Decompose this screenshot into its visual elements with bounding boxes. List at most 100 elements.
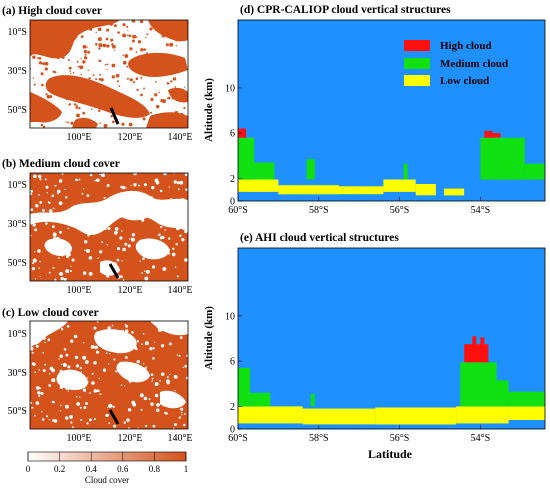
cloud-speck <box>60 363 63 366</box>
cloud-speck <box>116 258 120 262</box>
cloud-speck <box>173 20 176 24</box>
xtick-label: 140°E <box>167 132 192 143</box>
cloud-speck <box>143 216 147 219</box>
cloud-speck <box>175 45 178 47</box>
cloud-speck <box>128 379 132 383</box>
cloud-speck <box>70 224 74 228</box>
cloud-speck <box>148 68 151 70</box>
cloud-speck <box>57 89 61 93</box>
cloud-speck <box>85 360 89 364</box>
cloud-speck <box>63 277 67 281</box>
cloud-speck <box>151 72 156 76</box>
y-axis-label: Altitude (km) <box>203 306 215 370</box>
cloud-speck <box>56 189 61 194</box>
legend-label-high-cloud: High cloud <box>440 40 492 52</box>
cloud-speck <box>128 107 133 112</box>
medium-cloud-segment <box>238 137 255 180</box>
cloud-speck <box>107 363 110 365</box>
cloud-speck <box>165 30 169 33</box>
cloud-speck <box>127 408 132 412</box>
cloud-speck <box>156 326 160 329</box>
low-cloud-segment <box>444 188 465 196</box>
cloud-speck <box>99 250 103 254</box>
xtick-label: 100°E <box>66 433 91 444</box>
cloud-speck <box>49 110 53 115</box>
cloud-speck <box>52 54 54 57</box>
cloud-speck <box>99 214 103 218</box>
legend-swatch-high-cloud <box>404 40 430 51</box>
cloud-speck <box>80 35 84 38</box>
cloud-speck <box>96 178 100 183</box>
cloud-speck <box>76 60 79 63</box>
cloud-speck <box>38 369 40 371</box>
cloud-speck <box>83 49 88 54</box>
cloud-speck <box>130 237 135 242</box>
panel-title: (d) CPR-CALIOP cloud vertical structures <box>240 4 451 16</box>
cloud-speck <box>161 235 165 239</box>
cloud-speck <box>78 21 83 25</box>
cloud-speck <box>127 30 129 32</box>
ytick-label: 30°S <box>7 368 27 379</box>
cloud-speck <box>72 90 76 94</box>
cloud-speck <box>116 247 121 251</box>
cloud-speck <box>170 198 172 200</box>
cloud-speck <box>103 226 107 230</box>
colorbar: 0 0.2 0.4 0.6 0.8 1 Cloud cover <box>26 451 188 485</box>
cloud-speck <box>160 205 162 207</box>
cloud-speck <box>134 194 137 197</box>
cloud-speck <box>164 411 166 414</box>
cloud-speck <box>152 119 154 121</box>
cloud-speck <box>156 408 160 412</box>
cloud-speck <box>87 234 90 237</box>
cloud-speck <box>43 52 47 56</box>
cloud-speck <box>58 51 60 53</box>
cloud-speck <box>182 202 185 206</box>
xtick-label: 56°S <box>390 433 410 444</box>
cloud-speck <box>112 44 116 49</box>
ytick-label: 2 <box>230 174 235 185</box>
cloud-speck <box>169 392 171 394</box>
low-cloud-segment <box>375 407 457 425</box>
cloud-speck <box>84 53 87 56</box>
cloud-speck <box>62 33 67 38</box>
cloud-speck <box>114 267 118 271</box>
cloud-speck <box>144 366 147 369</box>
cloud-speck <box>154 63 158 67</box>
medium-cloud-segment <box>306 159 315 180</box>
cloud-speck <box>153 255 157 259</box>
cloud-speck <box>72 71 75 74</box>
cloud-speck <box>31 99 33 102</box>
ytick-label: 10°S <box>7 329 27 340</box>
cloud-speck <box>41 410 43 413</box>
cloud-speck <box>174 110 179 115</box>
cloud-speck <box>174 423 177 426</box>
cloud-speck <box>175 38 179 42</box>
cloud-speck <box>134 210 137 213</box>
cloud-speck <box>45 93 48 96</box>
cloud-speck <box>98 109 101 112</box>
cloud-speck <box>139 393 144 398</box>
high-cloud-segment <box>472 336 477 363</box>
cloud-speck <box>120 275 123 278</box>
cloud-speck <box>127 244 131 248</box>
cloud-speck <box>183 423 186 427</box>
cloud-speck <box>166 212 169 215</box>
cloud-speck <box>64 404 69 409</box>
high-cloud-segment <box>238 128 247 138</box>
cloud-speck <box>74 355 79 360</box>
map-title: (b) Medium cloud cover <box>2 158 120 170</box>
cloud-speck <box>82 44 87 49</box>
cloud-speck <box>145 269 150 274</box>
cloud-speck <box>128 34 132 38</box>
cloud-speck <box>100 78 104 82</box>
cloud-speck <box>162 202 165 205</box>
cloud-speck <box>38 61 43 65</box>
cloud-speck <box>76 401 81 406</box>
cloud-speck <box>179 400 182 403</box>
cloud-speck <box>39 32 42 35</box>
cloud-speck <box>73 334 78 339</box>
cloud-speck <box>49 366 54 371</box>
cloud-speck <box>156 402 160 407</box>
cloud-speck <box>91 93 94 95</box>
cloud-speck <box>175 226 180 231</box>
